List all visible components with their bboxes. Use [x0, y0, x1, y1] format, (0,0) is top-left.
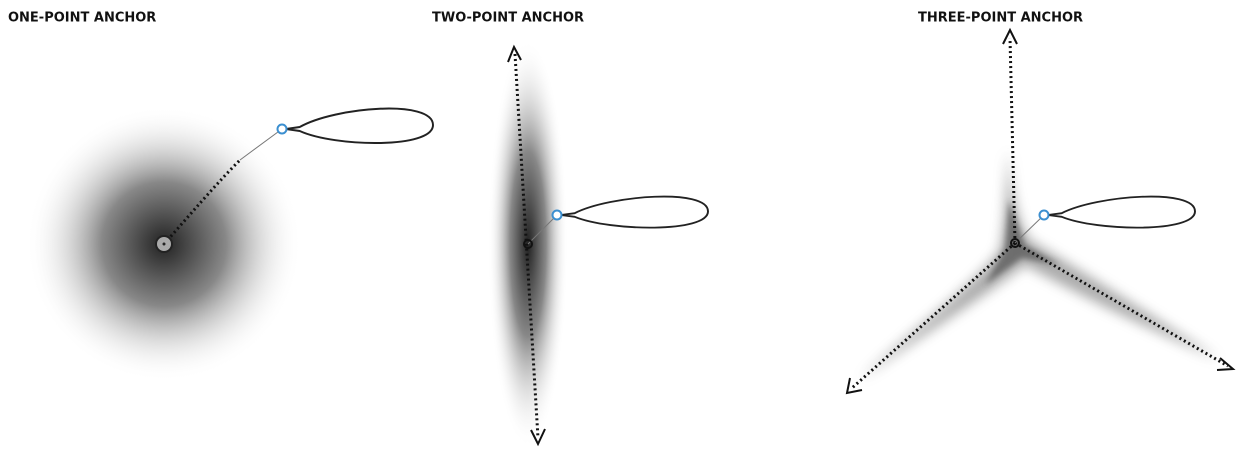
arrow-head — [1002, 27, 1018, 45]
tether-line — [1014, 214, 1045, 244]
tether-line — [239, 128, 283, 161]
tether-line — [527, 214, 558, 245]
axis — [851, 241, 1016, 390]
kite-node — [1038, 209, 1050, 221]
axis — [513, 53, 540, 439]
anchor — [1010, 238, 1020, 248]
anchor-center — [162, 242, 166, 246]
kite-loop — [1047, 195, 1196, 229]
kite-loop — [285, 107, 434, 145]
arrow-head — [845, 377, 863, 395]
panel-title: ONE-POINT ANCHOR — [8, 11, 156, 26]
arrow-head — [507, 44, 522, 63]
panel-title: TWO-POINT ANCHOR — [432, 11, 584, 26]
kite-loop — [560, 195, 709, 229]
arrow-head — [530, 428, 546, 447]
arrow-head — [1216, 357, 1236, 371]
anchor-core — [985, 200, 1060, 285]
anchor — [523, 239, 533, 249]
panel-title: THREE-POINT ANCHOR — [918, 11, 1083, 26]
axis — [1008, 37, 1017, 244]
kite-node — [551, 209, 563, 221]
axis — [1014, 241, 1229, 368]
anchor-field — [860, 150, 1220, 380]
kite-node — [276, 123, 288, 135]
tether — [162, 158, 242, 246]
